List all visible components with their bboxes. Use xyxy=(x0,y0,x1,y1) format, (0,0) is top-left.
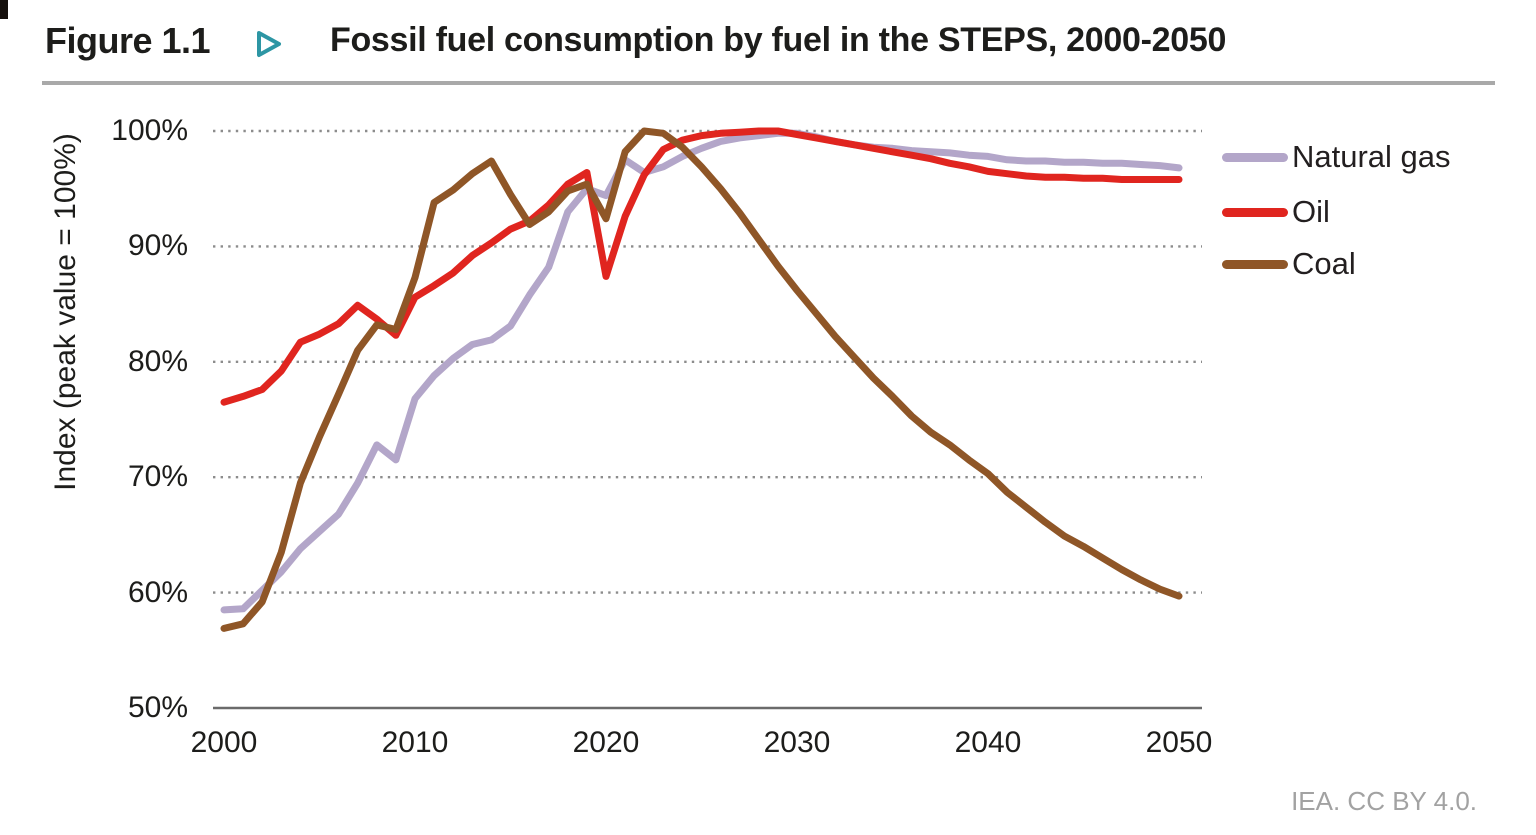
title-separator-line xyxy=(42,81,1495,85)
legend-label-oil: Oil xyxy=(1292,194,1330,229)
x-tick-label-2050: 2050 xyxy=(1145,726,1213,759)
y-tick-label-80%: 80% xyxy=(127,344,188,378)
oil-line-swatch xyxy=(1222,207,1288,217)
y-tick-label-100%: 100% xyxy=(111,114,188,147)
page-edge-mark xyxy=(0,0,8,19)
x-tick-label-2020: 2020 xyxy=(572,726,640,759)
legend-label-coal: Coal xyxy=(1292,246,1356,281)
x-tick-label-2030: 2030 xyxy=(763,726,831,759)
coal-line-swatch xyxy=(1222,259,1288,269)
legend-item-coal: Coal xyxy=(1222,246,1356,282)
x-tick-label-2010: 2010 xyxy=(381,726,449,759)
y-tick-label-70%: 70% xyxy=(127,460,188,494)
y-tick-label-90%: 90% xyxy=(127,229,188,263)
figure-number-label: Figure 1.1 xyxy=(45,20,211,61)
y-axis-title: Index (peak value = 100%) xyxy=(49,133,82,491)
y-tick-label-60%: 60% xyxy=(127,575,188,609)
x-tick-label-2000: 2000 xyxy=(190,726,258,759)
x-tick-label-2040: 2040 xyxy=(954,726,1022,759)
line-chart-plot xyxy=(213,127,1202,710)
figure-pointer-icon xyxy=(257,31,281,57)
y-tick-label-50%: 50% xyxy=(127,691,188,724)
chart-title: Fossil fuel consumption by fuel in the S… xyxy=(330,21,1227,59)
series-line-natural-gas xyxy=(220,129,1183,614)
legend-item-oil: Oil xyxy=(1222,194,1330,230)
legend-label-natural-gas: Natural gas xyxy=(1292,139,1451,174)
legend-item-natural-gas: Natural gas xyxy=(1222,139,1451,175)
natural-gas-line-swatch xyxy=(1222,152,1288,162)
series-line-coal xyxy=(220,127,1183,632)
license-credit-text: IEA. CC BY 4.0. xyxy=(1291,786,1477,816)
chart-area: Index (peak value = 100%) 100% 90% 80% 70% 6… xyxy=(0,90,1536,790)
